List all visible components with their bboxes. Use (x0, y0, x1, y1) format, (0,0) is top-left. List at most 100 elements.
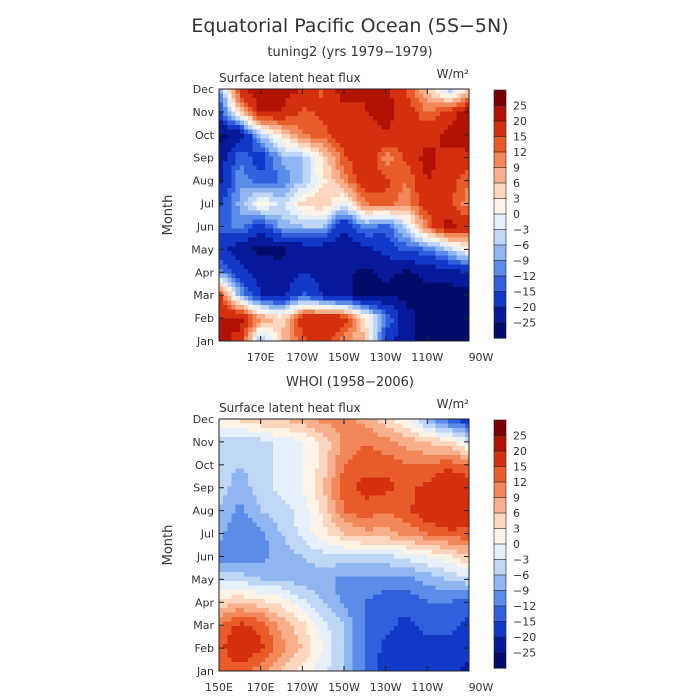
heatmap-cell (373, 179, 378, 185)
heatmap-cell (339, 107, 345, 113)
heatmap-cell (373, 251, 378, 257)
heatmap-cell (281, 246, 287, 252)
heatmap-cell (344, 89, 349, 95)
heatmap-cell (323, 419, 328, 425)
heatmap-cell (439, 228, 445, 234)
heatmap-cell (281, 215, 287, 221)
colorbar-label: −9 (513, 255, 529, 268)
heatmap-cell (356, 156, 362, 162)
heatmap-cell (460, 260, 466, 266)
heatmap-cell (389, 224, 395, 230)
heatmap-cell (327, 305, 333, 311)
heatmap-cell (277, 522, 283, 528)
heatmap-cell (252, 161, 258, 167)
heatmap-cell (235, 161, 241, 167)
heatmap-cell (377, 111, 383, 117)
heatmap-cell (239, 473, 245, 479)
heatmap-cell (394, 183, 399, 189)
heatmap-cell (239, 93, 245, 99)
heatmap-cell (339, 174, 345, 180)
heatmap-cell (377, 432, 383, 438)
heatmap-cell (219, 282, 224, 288)
heatmap-cell (414, 260, 420, 266)
heatmap-cell (302, 215, 308, 221)
heatmap-cell (369, 107, 374, 113)
heatmap-cell (223, 423, 228, 429)
colorbar-label: 12 (513, 146, 527, 159)
heatmap-cell (348, 273, 353, 279)
heatmap-cell (373, 518, 378, 524)
heatmap-cell (319, 161, 324, 167)
heatmap-cell (235, 468, 241, 474)
heatmap-cell (373, 287, 378, 293)
heatmap-cell (319, 152, 324, 158)
heatmap-cell (435, 522, 441, 528)
heatmap-cell (294, 246, 299, 252)
heatmap-cell (431, 518, 437, 524)
heatmap-cell (423, 455, 428, 461)
heatmap-cell (235, 165, 241, 171)
heatmap-cell (377, 89, 383, 95)
heatmap-cell (335, 233, 341, 239)
heatmap-cell (410, 179, 416, 185)
heatmap-cell (356, 296, 362, 302)
heatmap-cell (294, 464, 299, 470)
heatmap-cell (439, 246, 445, 252)
heatmap-cell (289, 296, 295, 302)
heatmap-cell (381, 314, 387, 320)
heatmap-cell (227, 296, 233, 302)
heatmap-cell (377, 224, 383, 230)
heatmap-cell (327, 192, 333, 198)
heatmap-cell (352, 246, 358, 252)
heatmap-cell (410, 125, 416, 131)
heatmap-cell (344, 107, 349, 113)
heatmap-cell (223, 273, 228, 279)
heatmap-cell (269, 323, 274, 329)
heatmap-cell (377, 192, 383, 198)
heatmap-cell (348, 219, 353, 225)
heatmap-cell (260, 125, 266, 131)
heatmap-cell (244, 273, 249, 279)
heatmap-cell (377, 255, 383, 261)
heatmap-cell (323, 215, 328, 221)
heatmap-cell (306, 318, 312, 324)
heatmap-cell (277, 179, 283, 185)
heatmap-cell (335, 264, 341, 270)
heatmap-cell (231, 116, 237, 122)
heatmap-cell (331, 531, 337, 537)
heatmap-cell (281, 237, 287, 243)
heatmap-cell (298, 174, 303, 180)
heatmap-cell (381, 165, 387, 171)
heatmap-cell (239, 98, 245, 104)
heatmap-cell (381, 242, 387, 248)
heatmap-cell (260, 206, 266, 212)
heatmap-cell (306, 464, 312, 470)
heatmap-cell (356, 450, 362, 456)
heatmap-cell (239, 264, 245, 270)
heatmap-cell (360, 486, 366, 492)
heatmap-cell (385, 527, 391, 533)
heatmap-cell (385, 201, 391, 207)
heatmap-cell (364, 446, 370, 452)
heatmap-cell (448, 423, 453, 429)
heatmap-cell (377, 206, 383, 212)
heatmap-cell (427, 206, 433, 212)
heatmap-cell (348, 183, 353, 189)
heatmap-cell (269, 291, 274, 297)
heatmap-cell (285, 138, 291, 144)
heatmap-cell (264, 120, 270, 126)
heatmap-cell (269, 518, 274, 524)
heatmap-cell (435, 206, 441, 212)
heatmap-cell (398, 527, 403, 533)
heatmap-cell (310, 120, 316, 126)
heatmap-cell (264, 336, 270, 342)
heatmap-cell (314, 260, 320, 266)
heatmap-cell (381, 125, 387, 131)
heatmap-cell (398, 282, 403, 288)
heatmap-cell (285, 147, 291, 153)
heatmap-cell (314, 89, 320, 95)
heatmap-cell (460, 305, 466, 311)
heatmap-cell (264, 282, 270, 288)
heatmap-cell (302, 291, 308, 297)
heatmap-cell (410, 477, 416, 483)
